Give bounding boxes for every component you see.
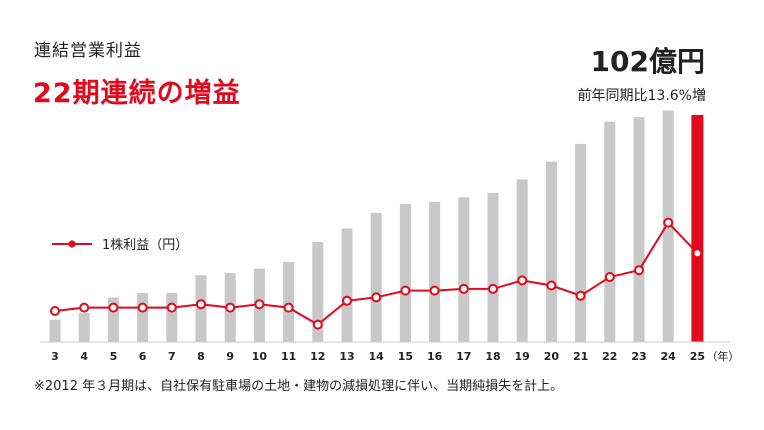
bar (341, 228, 353, 342)
eps-point (458, 283, 469, 294)
x-tick-label: 17 (456, 350, 471, 363)
bar (429, 201, 441, 342)
eps-point (342, 295, 352, 306)
highlight-value: 102億円 (590, 45, 705, 78)
x-tick-label: 15 (398, 350, 413, 363)
x-tick-label: 23 (631, 350, 646, 363)
x-tick-label: 25 (690, 350, 705, 363)
eps-point (400, 285, 411, 296)
bar (137, 293, 149, 342)
x-tick-label: 22 (602, 350, 617, 363)
eps-point (254, 299, 265, 310)
eps-point (137, 302, 148, 313)
eps-point (371, 292, 382, 303)
x-tick-label: 18 (485, 350, 500, 363)
bar (49, 319, 61, 342)
bar (312, 241, 324, 342)
x-tick-label: 5 (110, 350, 118, 363)
eps-point (488, 283, 498, 294)
x-tick-label: 4 (80, 350, 88, 363)
x-tick-label: 13 (339, 350, 354, 363)
bar (78, 313, 90, 342)
eps-point (79, 302, 90, 313)
x-tick-label: 20 (544, 350, 560, 363)
x-tick-label: 6 (139, 350, 147, 363)
eps-point (575, 290, 586, 301)
x-tick-label: 24 (661, 350, 677, 363)
chart-subtitle: 連結営業利益 (34, 41, 142, 61)
eps-point (429, 285, 440, 296)
x-tick-label: 7 (168, 350, 176, 363)
bar (458, 197, 470, 342)
eps-point (50, 306, 60, 316)
x-axis-unit-label: （年） (706, 349, 739, 363)
eps-point (634, 265, 644, 276)
eps-point (663, 217, 674, 228)
eps-point (283, 302, 294, 313)
x-tick-label: 8 (197, 350, 205, 363)
eps-point (604, 272, 615, 282)
x-tick-label: 11 (281, 350, 296, 363)
legend-line-marker-icon (52, 239, 92, 248)
bar (283, 261, 295, 342)
eps-point (312, 319, 323, 330)
bar (487, 192, 499, 342)
bar (545, 161, 557, 342)
bar-highlight (691, 115, 704, 342)
yoy-growth: 前年同期比13.6%増 (577, 88, 706, 104)
eps-point (692, 248, 703, 259)
bar (516, 179, 528, 342)
footnote: ※2012 年３月期は、自社保有駐車場の土地・建物の減損処理に伴い、当期純損失を… (34, 379, 564, 394)
x-tick-label: 9 (226, 350, 234, 363)
legend-label: 1株利益（円） (102, 238, 189, 253)
x-tick-label: 12 (310, 350, 325, 363)
bar (399, 204, 411, 342)
bar (166, 293, 178, 342)
x-tick-label: 19 (515, 350, 530, 363)
eps-point (108, 302, 119, 313)
x-tick-label: 10 (252, 350, 268, 363)
bar (633, 117, 645, 342)
bar (107, 297, 119, 342)
bar (575, 143, 587, 342)
chart-headline: 22期連続の増益 (33, 78, 241, 109)
x-tick-label: 16 (427, 350, 443, 363)
eps-point (196, 299, 206, 310)
bar (604, 121, 616, 342)
eps-point (517, 275, 528, 286)
eps-point (166, 302, 177, 313)
x-tick-label: 3 (51, 350, 59, 363)
eps-point (546, 280, 557, 291)
legend: 1株利益（円） (52, 234, 188, 253)
bar (370, 212, 382, 342)
eps-point (225, 302, 236, 313)
x-tick-label: 14 (369, 350, 385, 363)
x-tick-label: 21 (573, 350, 588, 363)
